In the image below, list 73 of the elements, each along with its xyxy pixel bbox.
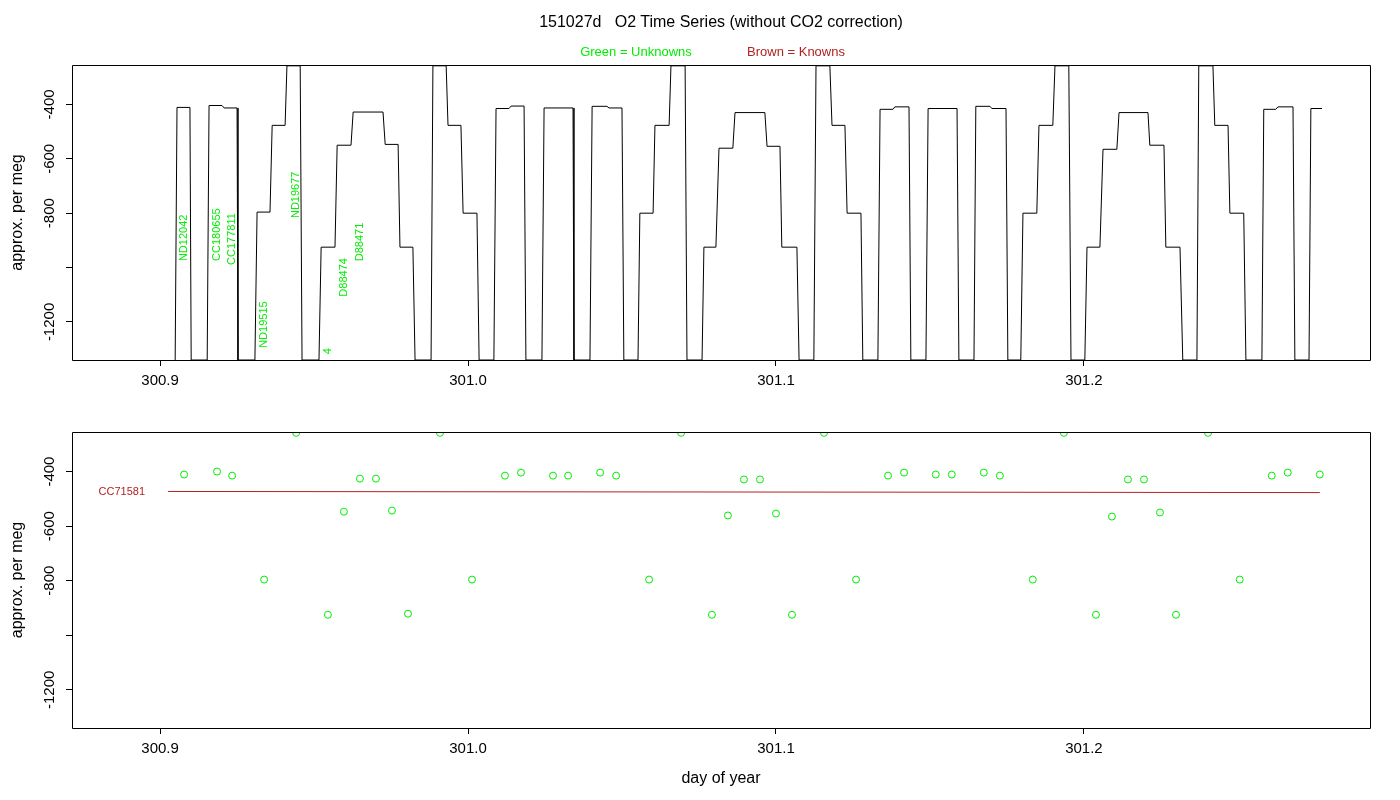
point — [516, 468, 525, 477]
point — [900, 468, 909, 477]
point — [723, 511, 732, 520]
x-tick-label: 301.1 — [757, 739, 795, 757]
y-tick-label: -600 — [40, 511, 58, 542]
x-tick-label: 301.0 — [449, 739, 487, 757]
point — [180, 470, 189, 479]
point — [468, 575, 477, 584]
point — [1315, 470, 1324, 479]
point — [1235, 575, 1244, 584]
point — [1107, 512, 1116, 521]
point — [1091, 610, 1100, 619]
point — [947, 470, 956, 479]
point — [1123, 475, 1132, 484]
annotation: D88471 — [352, 222, 365, 262]
point — [228, 471, 237, 480]
point — [403, 609, 412, 618]
y-tick-label: -1200 — [40, 670, 58, 709]
point — [995, 471, 1004, 480]
point — [884, 471, 893, 480]
point — [549, 471, 558, 480]
text: Green = Unknowns — [580, 43, 693, 59]
text: Brown = Knowns — [747, 43, 846, 59]
point — [323, 610, 332, 619]
x-axis-title: day of year — [681, 768, 762, 786]
y-tick-label: -400 — [40, 89, 58, 120]
point — [355, 474, 364, 483]
y-tick-label: -600 — [40, 143, 58, 174]
point — [213, 467, 222, 476]
annotation: CC180655 — [210, 208, 223, 261]
x-tick-label: 301.1 — [757, 371, 795, 389]
point — [1283, 468, 1292, 477]
point — [371, 474, 380, 483]
annotation: CC177811 — [225, 213, 238, 265]
point — [596, 468, 605, 477]
x-tick-label: 300.9 — [141, 739, 179, 757]
point — [1171, 610, 1180, 619]
y-tick-label: -800 — [40, 198, 58, 229]
annotation: ND19677 — [289, 171, 302, 219]
point — [387, 506, 396, 515]
point — [1155, 508, 1164, 517]
annotation: D88474 — [336, 258, 349, 297]
point — [1028, 575, 1037, 584]
point — [931, 470, 940, 479]
point — [787, 610, 796, 619]
point — [707, 610, 716, 619]
point — [1267, 471, 1276, 480]
chart-title: 151027d O2 Time Series (without CO2 correction) — [539, 13, 903, 31]
point — [979, 468, 988, 477]
point — [739, 475, 748, 484]
point — [645, 575, 654, 584]
point — [339, 507, 348, 516]
point — [612, 471, 621, 480]
x-tick-label: 300.9 — [141, 371, 179, 389]
annotation: 4 — [320, 348, 333, 355]
x-tick-label: 301.2 — [1065, 371, 1103, 389]
y-tick-label: -1200 — [40, 302, 58, 342]
point — [852, 575, 861, 584]
point — [755, 475, 764, 484]
annotation: ND19515 — [257, 301, 270, 348]
annotation: ND12042 — [177, 214, 190, 262]
x-tick-label: 301.2 — [1065, 739, 1103, 757]
x-tick-label: 301.0 — [449, 371, 487, 389]
point — [500, 471, 509, 480]
y-tick-label: -800 — [40, 565, 58, 596]
y-axis-title: approx. per meg — [8, 154, 26, 271]
point — [1139, 475, 1148, 484]
point — [771, 509, 780, 518]
y-tick-label: -400 — [40, 456, 58, 487]
point — [260, 575, 269, 584]
annotation: CC71581 — [98, 484, 146, 497]
y-axis-title: approx. per meg — [8, 521, 26, 639]
point — [564, 471, 573, 480]
